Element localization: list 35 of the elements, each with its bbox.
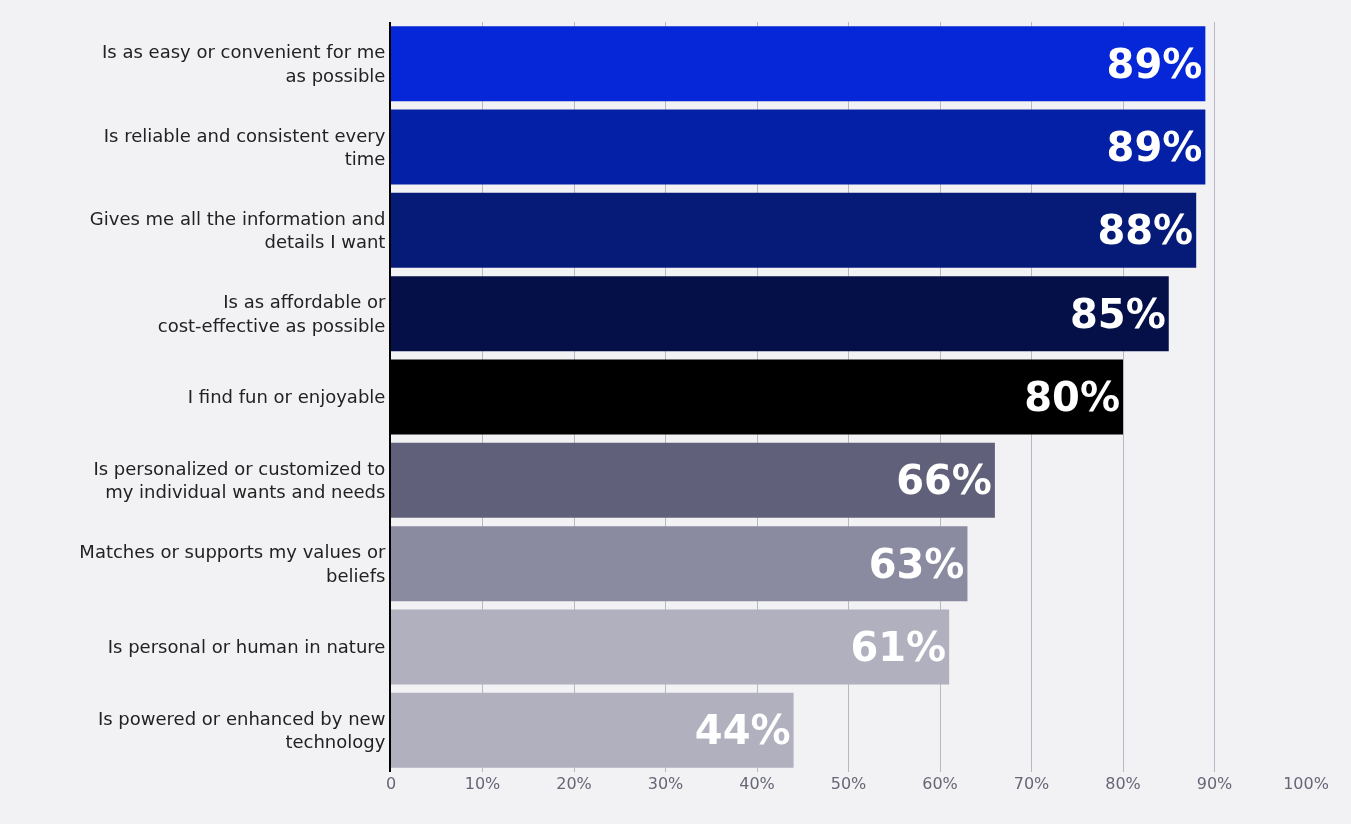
y-tick-label: Is as easy or convenient for me as possible <box>102 41 386 86</box>
x-tick-label: 10% <box>464 774 501 793</box>
y-tick-label: I find fun or enjoyable <box>187 386 386 408</box>
x-tick-label: 20% <box>556 774 592 793</box>
x-tick-label: 0 <box>385 774 397 793</box>
x-tick-label: 80% <box>1105 774 1141 793</box>
y-tick-label: Is personalized or customized to my individual wants and needs <box>93 457 386 503</box>
bar <box>391 109 1206 185</box>
x-tick-label: 60% <box>922 774 958 793</box>
x-tick-label: 50% <box>830 774 867 793</box>
bar <box>391 26 1206 102</box>
x-tick-label: 70% <box>1013 774 1050 793</box>
bar <box>391 192 1197 268</box>
data-label: 44% <box>694 707 791 754</box>
x-tick-label: 100% <box>1283 774 1329 793</box>
x-tick-label: 90% <box>1196 774 1233 793</box>
bar <box>391 442 995 518</box>
data-label: 89% <box>1106 124 1203 170</box>
data-label: 63% <box>868 540 965 587</box>
y-tick-label: Gives me all the information and details I want <box>89 207 386 253</box>
y-tick-label: Is personal or human in nature <box>107 636 386 658</box>
data-label: 66% <box>896 457 992 504</box>
y-tick-label: Is reliable and consistent every time <box>103 124 386 169</box>
data-label: 89% <box>1106 40 1203 87</box>
bar <box>391 526 968 602</box>
x-tick-label: 40% <box>739 774 775 793</box>
y-tick-label: Matches or supports my values or beliefs <box>79 541 386 586</box>
data-label: 80% <box>1024 374 1120 420</box>
y-tick-label: Is as affordable or cost-effective as possible <box>157 291 386 336</box>
bar <box>391 276 1169 352</box>
y-tick-label: Is powered or enhanced by new technology <box>97 707 386 753</box>
data-label: 85% <box>1070 290 1166 337</box>
x-tick-label: 30% <box>647 774 684 793</box>
data-label: 88% <box>1097 207 1194 254</box>
data-label: 61% <box>850 624 947 670</box>
